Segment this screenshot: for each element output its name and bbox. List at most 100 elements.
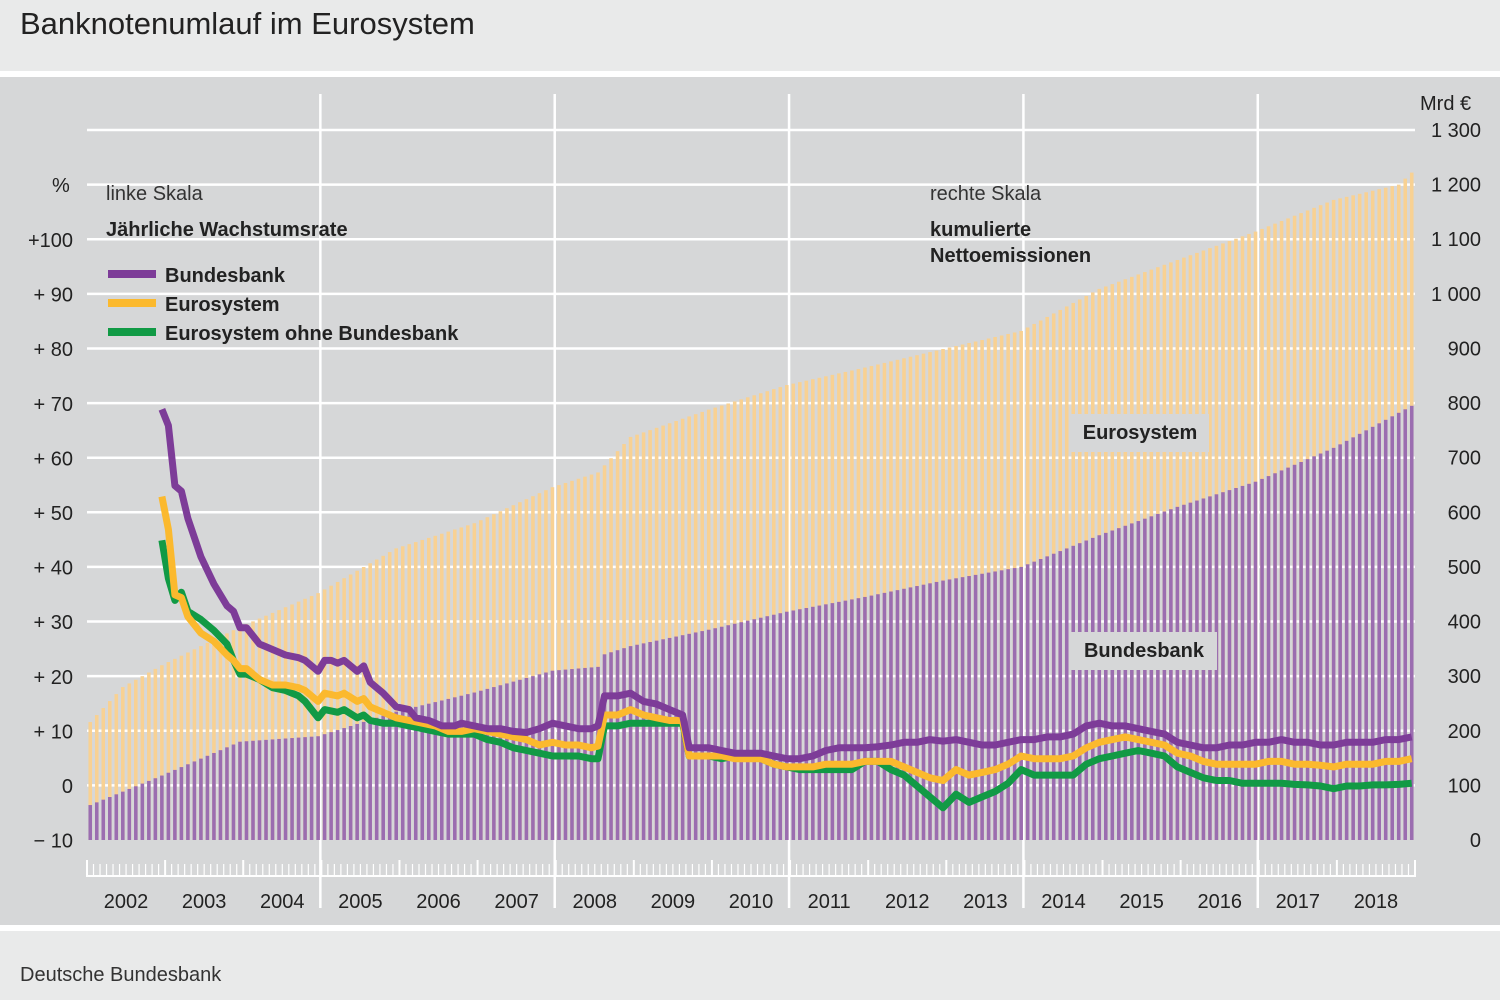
bar	[1071, 545, 1076, 840]
bar	[889, 591, 893, 840]
bar	[1136, 521, 1141, 840]
bar	[179, 767, 184, 840]
bar	[277, 610, 281, 840]
bar	[557, 485, 561, 840]
bar	[993, 571, 997, 840]
bar	[121, 791, 125, 840]
bar	[1012, 568, 1017, 840]
bar	[1292, 464, 1297, 840]
bar	[413, 542, 418, 840]
bar	[127, 788, 132, 840]
bar	[1045, 556, 1049, 840]
bar	[166, 662, 171, 840]
bar	[1370, 426, 1375, 840]
bar	[433, 702, 438, 840]
bar	[238, 627, 242, 840]
bar	[309, 736, 314, 840]
bar	[687, 416, 691, 840]
bar	[648, 642, 652, 840]
bar	[1325, 450, 1329, 840]
bar	[439, 700, 444, 840]
bar	[850, 599, 854, 840]
bar	[231, 630, 236, 840]
bar	[745, 620, 750, 840]
bar	[876, 594, 880, 840]
left-tick-label: − 10	[34, 831, 73, 853]
bar	[615, 451, 620, 840]
bar	[426, 703, 431, 840]
bar	[1396, 412, 1401, 840]
bar	[407, 544, 412, 840]
x-tick-label: 2016	[1197, 891, 1242, 913]
bar	[732, 401, 737, 840]
bar	[218, 636, 223, 840]
bar	[394, 711, 399, 840]
left-tick-label: 0	[62, 776, 73, 798]
bar	[322, 734, 327, 840]
bar	[602, 654, 607, 840]
source-note: Deutsche Bundesbank	[20, 964, 222, 986]
bar	[147, 672, 151, 840]
bar	[225, 633, 229, 840]
right-tick-label: 200	[1448, 721, 1481, 743]
bar	[342, 728, 346, 840]
bar	[296, 601, 301, 840]
bar	[257, 618, 262, 840]
bar	[472, 692, 477, 840]
bar	[264, 615, 268, 840]
bar	[1383, 419, 1388, 840]
bar	[127, 683, 132, 840]
page-title: Banknotenumlauf im Eurosystem	[20, 6, 475, 41]
bar	[641, 432, 646, 840]
bar	[140, 676, 145, 840]
bar	[667, 637, 672, 840]
bar	[726, 403, 731, 840]
bar	[420, 705, 425, 840]
bar	[231, 744, 236, 840]
bar	[719, 626, 724, 840]
bar	[244, 741, 249, 840]
bar	[205, 755, 210, 840]
bar	[667, 423, 672, 840]
bar	[986, 572, 991, 840]
bar	[1312, 456, 1316, 840]
bar	[680, 418, 685, 840]
right-tick-label: 700	[1448, 448, 1481, 470]
right-tick-label: 0	[1470, 830, 1481, 852]
right-tick-label: 400	[1448, 612, 1481, 634]
bar	[153, 778, 158, 840]
bar	[225, 747, 229, 840]
bar	[752, 395, 757, 840]
bar	[1077, 543, 1082, 840]
bar	[589, 474, 594, 840]
bar	[153, 668, 158, 840]
bar	[348, 574, 353, 840]
bar	[758, 617, 763, 840]
left-tick-label: +100	[28, 230, 73, 252]
bar	[524, 499, 529, 840]
bar	[1260, 478, 1264, 840]
annotation-bundesbank-bg	[1071, 632, 1217, 670]
bar	[446, 698, 451, 840]
bar	[420, 539, 425, 840]
left-tick-label: + 90	[34, 285, 73, 307]
horizontal-grid	[87, 128, 1415, 787]
bar	[1357, 433, 1362, 840]
bar	[459, 527, 464, 840]
bar	[980, 573, 984, 840]
bar	[947, 579, 952, 840]
bar	[309, 595, 314, 840]
bar	[1331, 447, 1336, 840]
bar	[765, 616, 770, 840]
bar	[928, 583, 932, 840]
bar	[1221, 492, 1225, 840]
bar	[1123, 525, 1128, 840]
bar	[745, 397, 750, 840]
bar	[290, 738, 294, 840]
right-axis-unit: Mrd €	[1420, 93, 1471, 115]
x-tick-label: 2013	[963, 891, 1008, 913]
bar	[212, 752, 216, 840]
bar	[212, 639, 216, 840]
bar	[1364, 430, 1368, 840]
bar	[544, 490, 548, 840]
